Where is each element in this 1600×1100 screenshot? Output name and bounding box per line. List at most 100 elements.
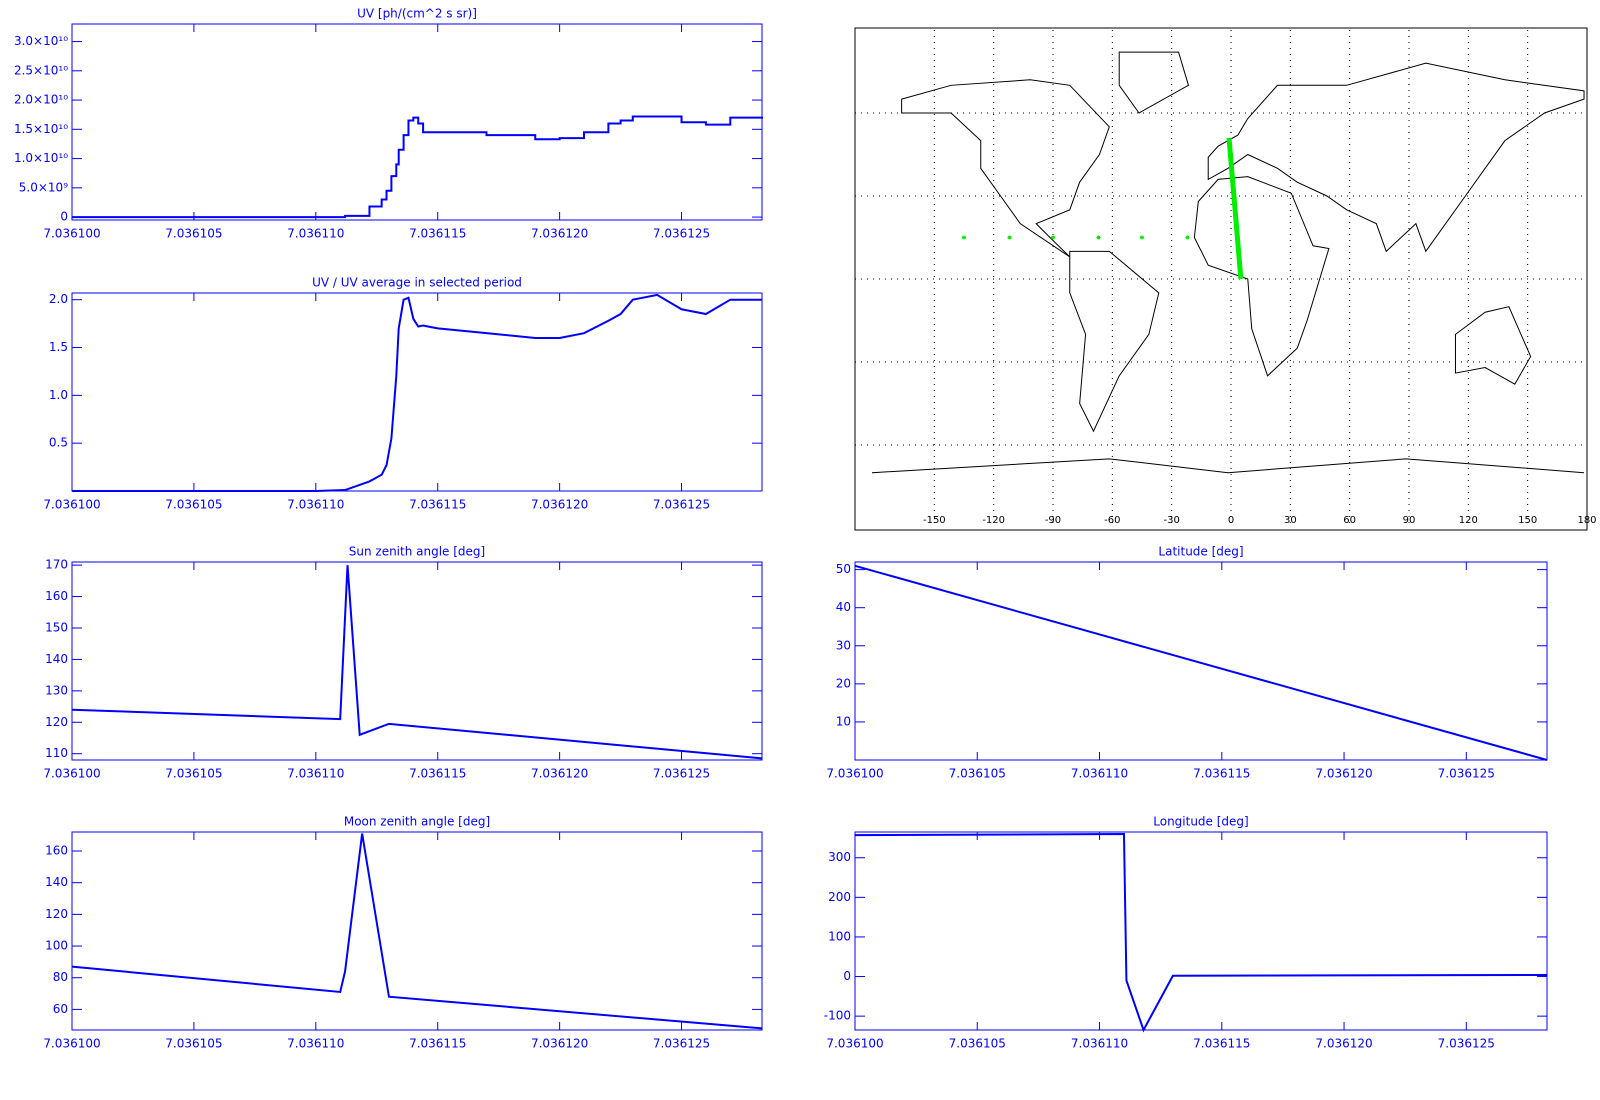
marker (1096, 235, 1101, 240)
coastlines (872, 52, 1584, 473)
x-tick-label: 7.036115 (1193, 767, 1250, 781)
coastline (1070, 251, 1159, 431)
y-tick-label: 130 (45, 683, 68, 697)
x-tick-label: 7.036100 (43, 227, 100, 241)
x-tick-label: -90 (1045, 515, 1061, 526)
x-tick-label: 7.036115 (409, 1037, 466, 1051)
y-tick-label: 1.0×10¹⁰ (14, 151, 68, 165)
chart-panel: Latitude [deg] 7.036100 7.036105 7.036110 7.… (826, 545, 1548, 781)
x-tick-label: 7.036100 (43, 498, 100, 512)
y-tick-label: 0.5 (49, 436, 68, 450)
x-tick-label: 7.036105 (165, 1037, 222, 1051)
x-tick-label: -60 (1104, 515, 1120, 526)
x-tick-label: 60 (1343, 515, 1356, 526)
x-tick-label: 7.036125 (653, 498, 710, 512)
x-tick-label: 7.036120 (1315, 1037, 1372, 1051)
y-tick-label: -100 (824, 1009, 851, 1023)
data-line (72, 115, 763, 219)
data-line (71, 833, 763, 1030)
x-tick-label: 7.036120 (1315, 767, 1372, 781)
chart-title: Latitude [deg] (1158, 545, 1243, 559)
x-tick-label: 7.036125 (653, 1037, 710, 1051)
x-tick-label: 7.036110 (287, 498, 344, 512)
coastline (1208, 63, 1584, 251)
x-tick-label: -30 (1163, 515, 1179, 526)
x-tick-label: 7.036110 (287, 227, 344, 241)
axis-box (71, 23, 763, 221)
x-tick-label: 0 (1228, 515, 1234, 526)
y-tick-label: 110 (45, 746, 68, 760)
x-tick-label: 7.036125 (653, 227, 710, 241)
axis-box (71, 561, 763, 761)
y-tick-label: 80 (53, 970, 68, 984)
y-tick-label: 1.0 (49, 388, 68, 402)
chart-panel: Sun zenith angle [deg] 7.036100 7.036105 7.… (43, 545, 763, 781)
marker (1140, 235, 1144, 240)
y-tick-label: 10 (836, 714, 851, 728)
map-panel: -150 -120 -90 -60 -30 0 30 60 90 120 150 180 (854, 27, 1597, 531)
x-tick-label: 7.036125 (1438, 767, 1495, 781)
marker (1185, 235, 1190, 240)
chart-title: Sun zenith angle [deg] (349, 545, 485, 559)
x-tick-label: 7.036115 (409, 227, 466, 241)
y-tick-label: 60 (53, 1002, 68, 1016)
x-tick-label: 7.036110 (1071, 1037, 1128, 1051)
y-tick-label: 1.5 (49, 340, 68, 354)
y-tick-label: 30 (836, 638, 851, 652)
x-tick-label: 7.036110 (287, 1037, 344, 1051)
coastline (872, 459, 1584, 473)
x-tick-label: 7.036105 (165, 227, 222, 241)
y-tick-label: 160 (45, 589, 68, 603)
y-tick-label: 0 (843, 969, 851, 983)
x-tick-label: 7.036105 (949, 1037, 1006, 1051)
x-tick-label: 150 (1518, 515, 1537, 526)
y-tick-label: 5.0×10⁹ (19, 180, 68, 194)
y-tick-label: 200 (828, 890, 851, 904)
x-tick-label: 7.036100 (43, 1037, 100, 1051)
y-tick-label: 50 (836, 562, 851, 576)
y-tick-label: 150 (45, 621, 68, 635)
x-tick-label: 7.036120 (531, 1037, 588, 1051)
y-tick-label: 100 (45, 939, 68, 953)
chart-panel: UV [ph/(cm^2 s sr)] 7.036100 7.036105 7.036… (14, 7, 763, 241)
x-tick-label: 7.036115 (409, 767, 466, 781)
y-tick-label: 170 (45, 558, 68, 572)
x-tick-label: 7.036115 (1193, 1037, 1250, 1051)
y-tick-label: 160 (45, 844, 68, 858)
track (1226, 137, 1244, 280)
chart-title: UV [ph/(cm^2 s sr)] (357, 7, 477, 21)
y-tick-label: 120 (45, 907, 68, 921)
y-tick-label: 0 (60, 210, 68, 224)
x-tick-label: -150 (923, 515, 946, 526)
chart-panel: Moon zenith angle [deg] 7.036100 7.036105 7… (43, 815, 763, 1051)
axis-box (854, 831, 1548, 1031)
data-line (854, 832, 1548, 1033)
y-tick-label: 40 (836, 600, 851, 614)
axis-box (71, 831, 763, 1031)
x-tick-label: 7.036110 (1071, 767, 1128, 781)
x-tick-label: 7.036120 (531, 227, 588, 241)
x-tick-label: 30 (1284, 515, 1297, 526)
x-tick-label: 90 (1403, 515, 1416, 526)
data-line (71, 565, 763, 760)
chart-panel: Longitude [deg] 7.036100 7.036105 7.036110 7… (824, 815, 1548, 1051)
x-tick-label: 7.036100 (43, 767, 100, 781)
coastline (902, 80, 1110, 257)
y-tick-label: 20 (836, 676, 851, 690)
y-tick-label: 100 (828, 929, 851, 943)
y-tick-label: 140 (45, 652, 68, 666)
y-tick-label: 3.0×10¹⁰ (14, 34, 68, 48)
data-line (72, 293, 762, 492)
x-tick-label: 7.036105 (949, 767, 1006, 781)
x-tick-label: 7.036100 (826, 767, 883, 781)
y-tick-label: 120 (45, 715, 68, 729)
x-tick-label: -120 (982, 515, 1005, 526)
coastline (1455, 307, 1530, 384)
y-tick-label: 2.0 (49, 292, 68, 306)
x-tick-label: 7.036105 (165, 767, 222, 781)
x-tick-label: 7.036115 (409, 498, 466, 512)
chart-title: Longitude [deg] (1153, 815, 1248, 829)
x-tick-label: 7.036125 (653, 767, 710, 781)
